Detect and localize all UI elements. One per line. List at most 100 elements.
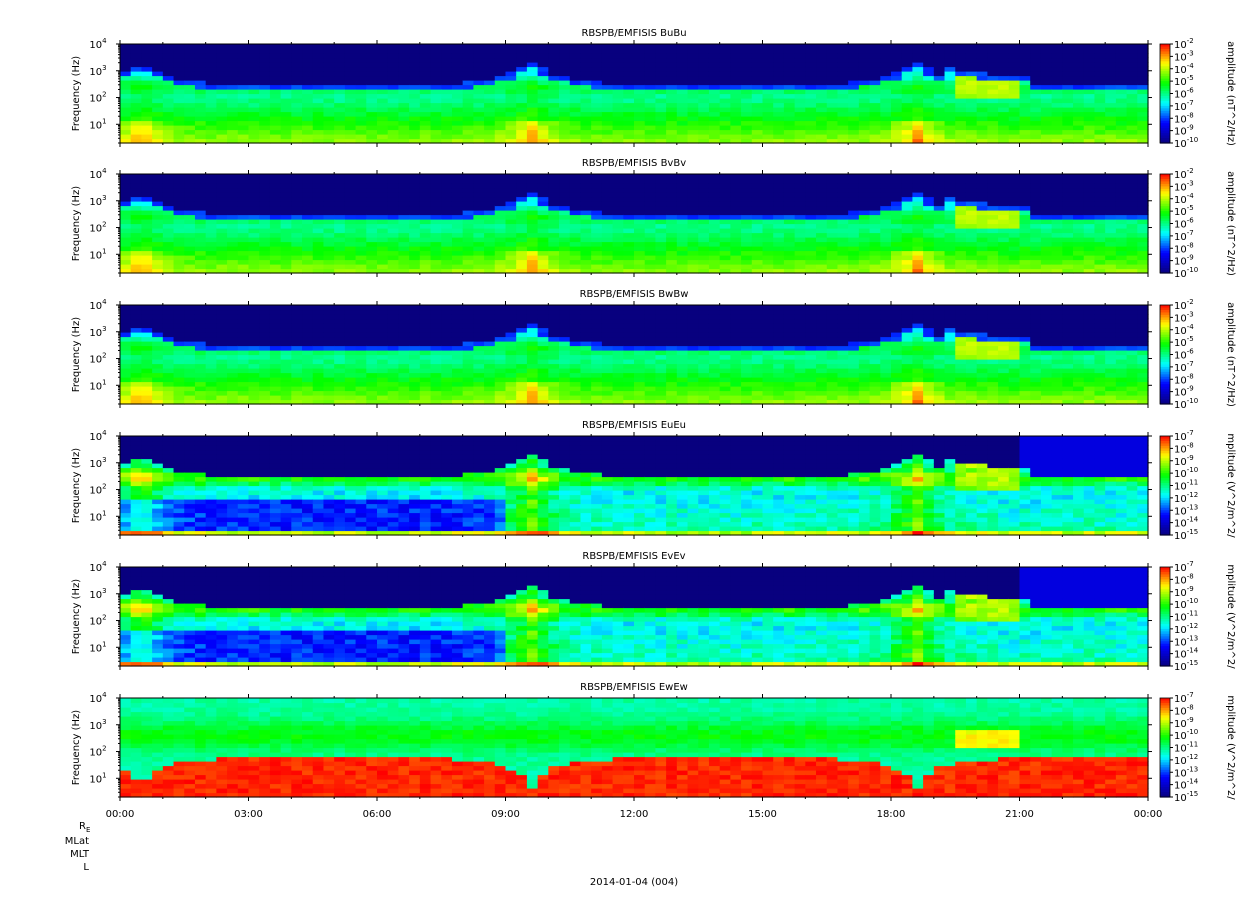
heatmap-cell — [858, 219, 871, 225]
heatmap-cell — [1137, 125, 1149, 131]
heatmap-cell — [184, 129, 196, 135]
heatmap-cell — [120, 323, 132, 329]
heatmap-cell — [269, 80, 282, 86]
heatmap-cell — [708, 232, 721, 238]
heatmap-cell — [1030, 66, 1042, 72]
heatmap-cell — [387, 174, 400, 180]
heatmap-cell — [965, 259, 978, 265]
heatmap-cell — [601, 205, 614, 211]
heatmap-cell — [484, 102, 496, 108]
heatmap-cell — [783, 250, 796, 256]
heatmap-cell — [141, 201, 153, 207]
heatmap-cell — [826, 71, 839, 77]
heatmap-cell — [216, 107, 228, 113]
heatmap-cell — [194, 48, 207, 54]
heatmap-cell — [901, 250, 914, 256]
heatmap-cell — [216, 111, 228, 117]
heatmap-cell — [216, 183, 228, 189]
heatmap-cell — [912, 214, 924, 220]
heatmap-cell — [559, 259, 571, 265]
heatmap-cell — [269, 336, 282, 342]
heatmap-cell — [601, 71, 614, 77]
heatmap-cell — [1094, 205, 1106, 211]
heatmap-cell — [312, 98, 325, 104]
heatmap-cell — [976, 48, 988, 54]
heatmap-cell — [409, 250, 421, 256]
heatmap-cell — [580, 214, 592, 220]
heatmap-cell — [559, 71, 571, 77]
heatmap-cell — [398, 62, 410, 68]
heatmap-cell — [559, 187, 571, 193]
heatmap-cell — [912, 237, 924, 243]
heatmap-cell — [1094, 125, 1106, 131]
heatmap-cell — [1137, 210, 1149, 216]
heatmap-cell — [184, 125, 196, 131]
heatmap-cell — [451, 125, 464, 131]
heatmap-cell — [312, 363, 325, 369]
heatmap-cell — [644, 210, 657, 216]
heatmap-cell — [708, 134, 721, 140]
heatmap-cell — [719, 125, 731, 131]
heatmap-cell — [312, 255, 325, 261]
heatmap-cell — [344, 259, 357, 265]
heatmap-cell — [473, 187, 485, 193]
heatmap-cell — [216, 178, 228, 184]
heatmap-cell — [441, 66, 453, 72]
heatmap-cell — [323, 232, 335, 238]
heatmap-cell — [516, 214, 528, 220]
heatmap-cell — [248, 264, 260, 270]
heatmap-cell — [451, 187, 464, 193]
heatmap-cell — [141, 390, 153, 396]
heatmap-cell — [227, 53, 239, 59]
heatmap-cell — [848, 120, 860, 126]
heatmap-cell — [816, 98, 828, 104]
heatmap-cell — [516, 102, 528, 108]
heatmap-cell — [783, 174, 796, 180]
heatmap-cell — [591, 129, 603, 135]
heatmap-cell — [944, 53, 956, 59]
heatmap-cell — [409, 53, 421, 59]
heatmap-cell — [891, 129, 903, 135]
heatmap-cell — [494, 268, 507, 274]
heatmap-cell — [676, 259, 689, 265]
heatmap-cell — [205, 255, 217, 261]
heatmap-cell — [1019, 264, 1031, 270]
heatmap-cell — [569, 75, 582, 81]
heatmap-cell — [666, 241, 678, 247]
heatmap-cell — [719, 264, 731, 270]
heatmap-cell — [537, 48, 549, 54]
heatmap-cell — [312, 84, 325, 90]
heatmap-cell — [1126, 89, 1138, 95]
heatmap-cell — [216, 354, 228, 360]
heatmap-cell — [152, 390, 164, 396]
heatmap-cell — [634, 129, 646, 135]
heatmap-cell — [719, 120, 731, 126]
heatmap-cell — [805, 264, 817, 270]
heatmap-cell — [891, 246, 903, 252]
heatmap-cell — [194, 323, 207, 329]
heatmap-cell — [1115, 196, 1128, 202]
heatmap-cell — [687, 250, 699, 256]
heatmap-cell — [173, 48, 185, 54]
heatmap-cell — [965, 66, 978, 72]
heatmap-cell — [880, 138, 892, 144]
heatmap-cell — [216, 309, 228, 315]
heatmap-cell — [848, 129, 860, 135]
heatmap-cell — [676, 80, 689, 86]
heatmap-cell — [484, 178, 496, 184]
heatmap-cell — [816, 255, 828, 261]
heatmap-cell — [451, 268, 464, 274]
heatmap-cell — [377, 183, 389, 189]
colorbar-tick-label: 10-5 — [1174, 74, 1194, 88]
heatmap-cell — [676, 107, 689, 113]
heatmap-cell — [451, 246, 464, 252]
colorbar-segment — [1160, 108, 1170, 112]
heatmap-cell — [377, 93, 389, 99]
heatmap-cell — [334, 129, 346, 135]
heatmap-cell — [837, 228, 849, 234]
heatmap-cell — [194, 196, 207, 202]
colorbar-segment — [1160, 206, 1170, 210]
heatmap-cell — [377, 111, 389, 117]
heatmap-cell — [323, 228, 335, 234]
heatmap-cell — [484, 237, 496, 243]
